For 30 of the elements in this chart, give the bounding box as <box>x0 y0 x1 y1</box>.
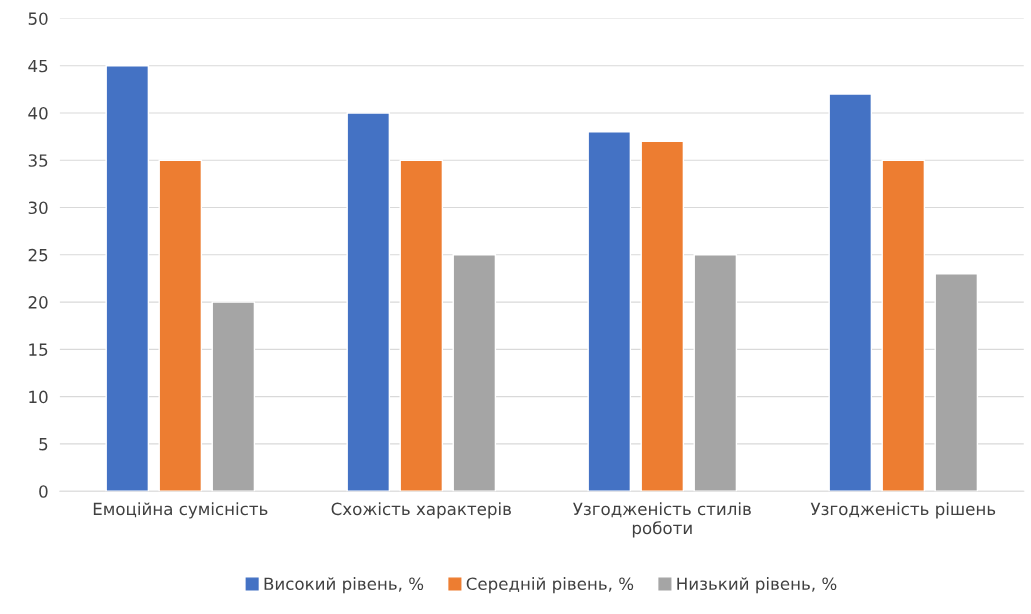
y-tick-label: 10 <box>29 390 48 404</box>
y-tick-label: 40 <box>28 106 48 120</box>
x-tick-label: Узгодженість стилів роботи <box>573 502 751 538</box>
bar <box>881 159 926 492</box>
legend-label: Високий рівень, % <box>264 577 424 594</box>
y-tick-label: 5 <box>39 438 48 451</box>
bar <box>934 273 979 492</box>
y-tick-label: 50 <box>28 12 48 25</box>
legend-label: Низький рівень, % <box>677 577 837 594</box>
x-tick-label: Схожість характерів <box>331 502 511 519</box>
legend-label: Середній рівень, % <box>466 577 634 594</box>
y-tick-label: 20 <box>28 296 48 309</box>
bar <box>452 254 497 492</box>
bar <box>828 93 873 492</box>
x-tick-label: Узгодженість рішень <box>810 502 996 519</box>
bar <box>105 65 150 492</box>
y-tick-label: 0 <box>39 485 48 498</box>
bar <box>399 159 444 492</box>
bar <box>346 112 391 492</box>
bar <box>158 159 203 492</box>
bar <box>587 131 632 492</box>
y-tick-label: 25 <box>28 248 48 262</box>
bar <box>693 254 738 492</box>
y-tick-label: 45 <box>28 59 48 73</box>
bar <box>640 140 685 492</box>
x-tick-label: Емоційна сумісність <box>93 502 268 519</box>
y-tick-label: 35 <box>28 154 48 167</box>
bar <box>211 301 256 492</box>
y-tick-label: 15 <box>29 343 48 356</box>
y-tick-label: 30 <box>28 201 48 215</box>
